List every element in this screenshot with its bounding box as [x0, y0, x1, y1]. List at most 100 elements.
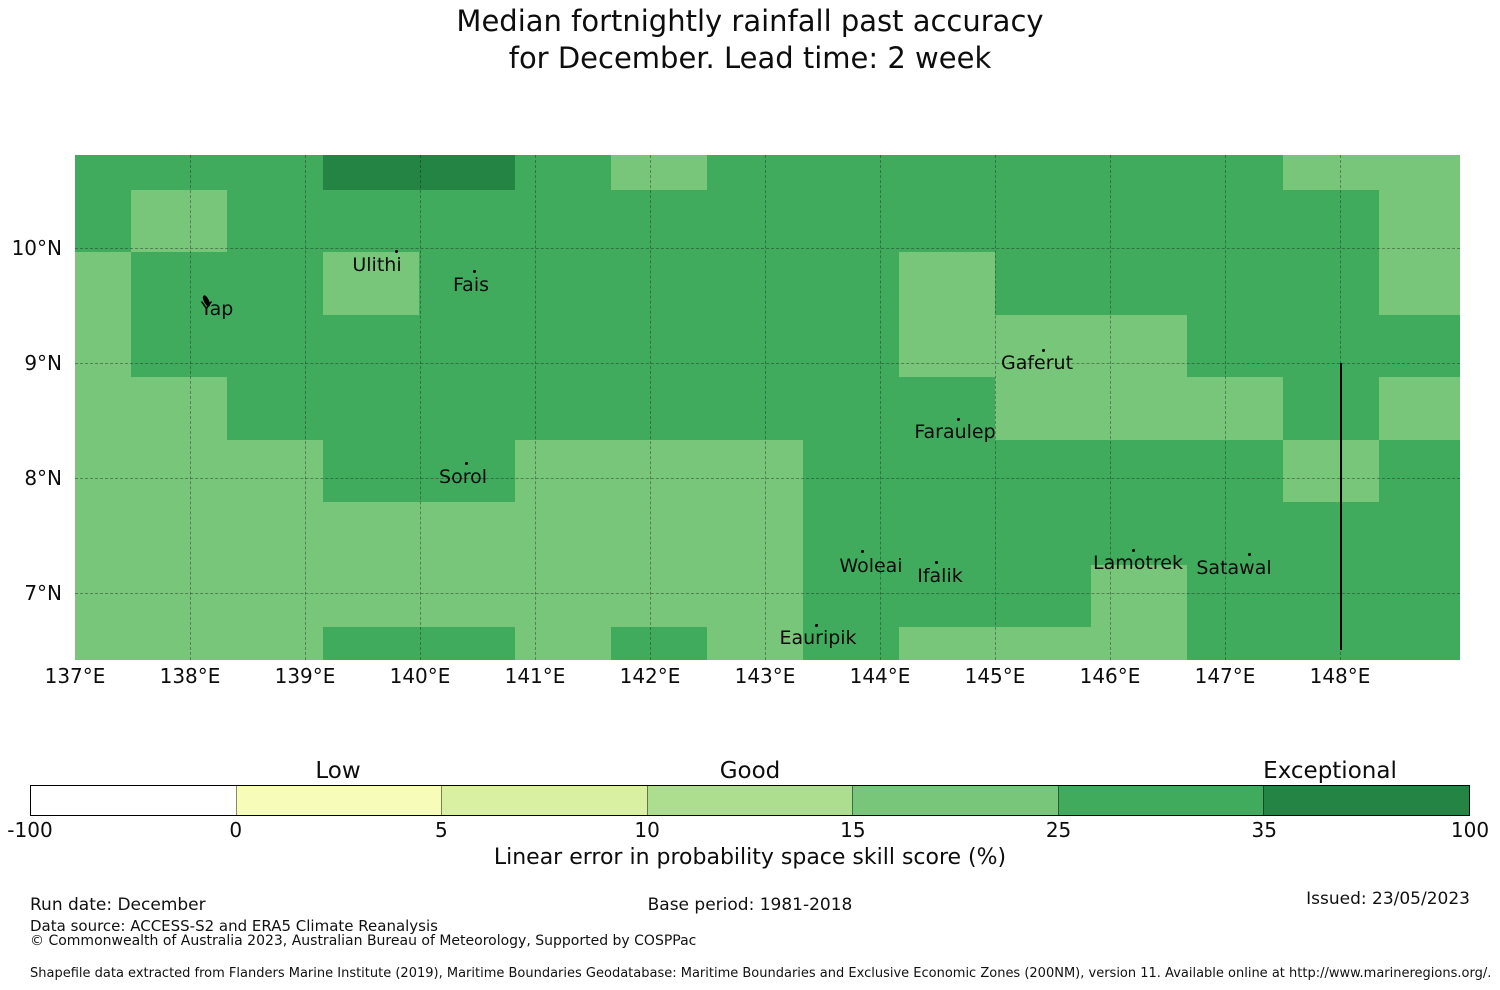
island-dot-satawal [1247, 552, 1251, 556]
colorbar-axis-label: Linear error in probability space skill … [493, 845, 1007, 870]
map-cell [131, 565, 227, 627]
map-cell [803, 502, 899, 565]
map-cell [75, 315, 131, 377]
map-cell [1379, 565, 1460, 627]
map-cell [803, 252, 899, 315]
map-cell [227, 252, 323, 315]
map-cell [323, 252, 419, 315]
map-cell [1091, 252, 1187, 315]
map-cell [1283, 377, 1379, 440]
map-cell [1283, 565, 1379, 627]
map-cell [995, 377, 1091, 440]
map-cell [899, 315, 995, 377]
map-cell [515, 627, 611, 660]
map-cell [803, 155, 899, 190]
map-cell [1283, 502, 1379, 565]
island-dot-faraulep [956, 417, 960, 421]
island-label-fais: Fais [452, 274, 490, 296]
x-tick-label: 148°E [1309, 664, 1371, 688]
map-cell [75, 252, 131, 315]
map-cell [803, 377, 899, 440]
map-cell [1091, 377, 1187, 440]
x-tick-label: 142°E [619, 664, 681, 688]
map-cell [515, 440, 611, 502]
y-tick-label: 9°N [24, 351, 62, 375]
island-dot-ulithi [394, 249, 398, 253]
island-dot-gaferut [1041, 348, 1045, 352]
x-tick-label: 146°E [1079, 664, 1141, 688]
map-cell [131, 440, 227, 502]
map-cell [227, 440, 323, 502]
map-cell [131, 315, 227, 377]
map-cell [75, 627, 131, 660]
island-dot-ifalik [934, 560, 938, 564]
map-cell [707, 315, 803, 377]
map-cell [995, 315, 1091, 377]
map-cell [707, 252, 803, 315]
island-label-gaferut: Gaferut [1000, 352, 1074, 374]
map-cell [1283, 440, 1379, 502]
colorbar-segment [852, 786, 1058, 815]
footer-data-source: Data source: ACCESS-S2 and ERA5 Climate … [30, 917, 438, 935]
y-tick-label: 7°N [24, 581, 62, 605]
map-cell [611, 377, 707, 440]
map-cell [995, 502, 1091, 565]
map-cell [131, 155, 227, 190]
map-cell [1187, 627, 1283, 660]
map-cell [419, 252, 515, 315]
map-cell [323, 315, 419, 377]
colorbar-band-label-good: Good [719, 758, 781, 784]
map-cell [419, 377, 515, 440]
map-cell [131, 252, 227, 315]
map-cell [323, 440, 419, 502]
map-cell [611, 252, 707, 315]
map-cell [75, 502, 131, 565]
colorbar-tick-label: 5 [435, 818, 448, 842]
x-tick-label: 137°E [44, 664, 106, 688]
longitude-gridline [535, 155, 536, 660]
island-label-yap: Yap [200, 298, 234, 320]
map-cell [323, 155, 419, 190]
map-cell [227, 627, 323, 660]
map-cell [419, 315, 515, 377]
x-tick-label: 147°E [1194, 664, 1256, 688]
map-cell [899, 155, 995, 190]
map-cell [1091, 190, 1187, 252]
colorbar-tick-label: 100 [1450, 818, 1490, 842]
map-cell [1379, 502, 1460, 565]
latitude-gridline [75, 593, 1460, 594]
map-cell [131, 627, 227, 660]
longitude-gridline [880, 155, 881, 660]
x-tick-label: 143°E [734, 664, 796, 688]
map-canvas: Yap Ulithi Fais Gaferut Faraulep Sorol Woleai I… [75, 155, 1460, 660]
map-cell [1187, 377, 1283, 440]
map-cell [515, 502, 611, 565]
map-cell [419, 155, 515, 190]
map-cell [707, 377, 803, 440]
latitude-gridline [75, 248, 1460, 249]
map-cell [707, 190, 803, 252]
map-cell [1091, 627, 1187, 660]
map-cell [1379, 190, 1460, 252]
map-cell [515, 252, 611, 315]
colorbar-segment [646, 786, 853, 815]
map-cell [611, 627, 707, 660]
map-cell [1187, 155, 1283, 190]
map-cell [803, 565, 899, 627]
latitude-gridline [75, 363, 1460, 364]
island-label-faraulep: Faraulep [914, 421, 996, 443]
map-cell [227, 155, 323, 190]
map-cell [899, 377, 995, 440]
map-cell [75, 190, 131, 252]
map-cell [899, 440, 995, 502]
map-cell [611, 502, 707, 565]
island-dot-fais [472, 269, 476, 273]
map-cell [1091, 502, 1187, 565]
map-cell [227, 377, 323, 440]
x-tick-label: 141°E [504, 664, 566, 688]
map-cell [611, 155, 707, 190]
figure-title-line2: for December. Lead time: 2 week [508, 41, 992, 75]
map-cell [227, 502, 323, 565]
footer-run-date: Run date: December [30, 895, 206, 915]
